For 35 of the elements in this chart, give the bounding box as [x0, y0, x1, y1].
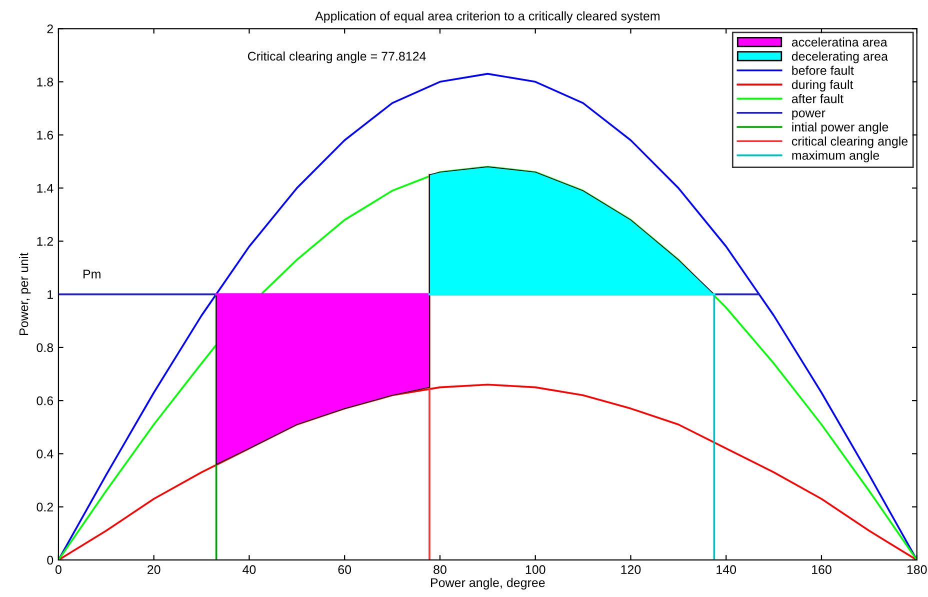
legend-label: critical clearing angle: [792, 136, 908, 148]
y-tick-label: 1.4: [37, 184, 54, 193]
y-tick-label: 0: [47, 556, 54, 565]
annotation: Pm: [84, 270, 100, 278]
legend-label: before fault: [792, 66, 854, 75]
legend-label: intial power angle: [792, 122, 888, 134]
y-tick-label: 0.6: [36, 396, 54, 406]
x-tick-label: 80: [434, 565, 446, 574]
x-tick-label: 140: [716, 565, 736, 574]
y-axis-title: Power, per unit: [19, 252, 31, 335]
x-tick-label: 120: [621, 565, 641, 574]
y-tick-label: 1.6: [37, 130, 54, 140]
legend-label: after fault: [792, 94, 844, 104]
y-tick-label: 0.8: [36, 343, 54, 352]
legend-label: maximum angle: [792, 150, 880, 162]
y-tick-label: 0.4: [36, 450, 54, 458]
y-tick-label: 2: [47, 24, 53, 34]
legend-label: decelerating area: [792, 52, 888, 64]
y-tick-label: 0.2: [36, 502, 53, 512]
chart-title: Application of equal area criterion to a critically cleared system: [315, 11, 660, 23]
legend-label: acceleratina area: [792, 37, 888, 47]
y-tick-label: 1: [48, 290, 53, 299]
y-tick-label: 1.8: [37, 78, 54, 86]
x-tick-label: 180: [907, 565, 927, 574]
x-tick-label: 60: [338, 565, 352, 574]
x-tick-label: 20: [148, 565, 160, 574]
x-tick-label: 100: [526, 565, 546, 574]
x-tick-label: 160: [812, 565, 832, 574]
y-tick-label: 1.2: [37, 236, 53, 246]
legend-label: power: [792, 110, 826, 120]
x-axis-title: Power angle, degree: [431, 578, 545, 590]
x-tick-label: 40: [242, 565, 256, 574]
x-tick-label: 0: [55, 565, 62, 574]
legend-label: during fault: [792, 80, 854, 92]
annotation: Critical clearing angle = 77.8124: [248, 51, 426, 64]
